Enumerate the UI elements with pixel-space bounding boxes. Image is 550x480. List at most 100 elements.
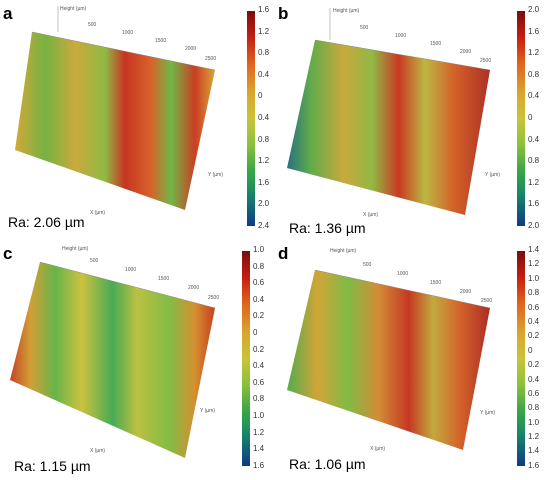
color-scale-tick: 1.2	[258, 156, 270, 166]
color-scale-tick: 0.2	[253, 344, 265, 354]
axis-tick: 1500	[155, 38, 167, 44]
surface-panel-b: b Height (µm) X (µm) Y (µm) 500 1000 150…	[275, 0, 550, 240]
axis-tick: 2500	[208, 295, 220, 301]
color-scale-bar	[517, 251, 525, 466]
color-scale-tick: 0.2	[253, 311, 265, 321]
color-scale-tick: 0	[253, 328, 258, 338]
x-axis-label: X (µm)	[363, 212, 379, 218]
color-scale-ticks: 2.0 1.6 1.2 0.8 0.4 0 0.4 0.8 1.2 1.6 2.0	[528, 5, 539, 230]
y-axis-label: Y (µm)	[485, 172, 501, 178]
roughness-label: Ra: 1.15 µm	[14, 458, 91, 474]
axis-tick: 1000	[397, 271, 409, 277]
color-scale-tick: 1.0	[528, 417, 540, 427]
color-scale-tick: 0.8	[528, 156, 540, 166]
color-scale-tick: 0.8	[258, 134, 270, 144]
surface-panel-d: d Height (µm) X (µm) Y (µm) 500 1000 150…	[275, 240, 550, 480]
color-scale-tick: 2.0	[528, 220, 540, 230]
axis-tick: 2000	[188, 285, 200, 291]
color-scale-tick: 0.8	[528, 288, 540, 298]
color-scale-tick: 1.6	[528, 460, 540, 470]
color-scale-ticks: 1.4 1.2 1.0 0.8 0.6 0.4 0.2 0 0.2 0.4 0.6 0.8 1.0 1.2…	[528, 245, 539, 470]
color-scale-tick: 1.2	[528, 48, 540, 58]
color-scale-tick: 0.8	[528, 69, 540, 79]
color-scale-tick: 0.6	[528, 388, 540, 398]
axis-tick: 500	[360, 25, 369, 31]
color-scale-tick: 0.4	[253, 361, 265, 371]
color-scale-tick: 0.6	[528, 302, 540, 312]
roughness-label: Ra: 1.36 µm	[289, 220, 366, 236]
color-scale-bar	[247, 11, 255, 226]
color-scale-tick: 1.6	[258, 177, 270, 187]
axis-tick: 2000	[460, 49, 472, 55]
color-scale-tick: 1.0	[253, 411, 265, 421]
color-scale-tick: 1.4	[253, 444, 265, 454]
color-scale-tick: 0.8	[253, 261, 265, 271]
y-axis-label: Y (µm)	[200, 408, 216, 414]
color-scale-tick: 1.2	[253, 427, 265, 437]
axis-tick: 500	[363, 262, 372, 268]
color-scale-tick: 1.0	[528, 273, 540, 283]
color-scale-tick: 0.4	[528, 91, 540, 101]
panel-letter: d	[278, 244, 289, 263]
axis-tick: 1500	[430, 280, 442, 286]
panel-letter: a	[3, 4, 13, 23]
surface-panel-a: a Height (µm) X (µm) Y (µm) 500 1000 150…	[0, 0, 275, 240]
roughness-label: Ra: 2.06 µm	[8, 214, 85, 230]
color-scale-tick: 0.4	[528, 316, 540, 326]
height-axis-label: Height (µm)	[60, 6, 87, 12]
surface-plot-d	[287, 269, 491, 450]
color-scale-tick: 1.2	[528, 177, 540, 187]
axis-tick: 1000	[122, 30, 134, 36]
color-scale-tick: 1.0	[253, 245, 265, 254]
color-scale-tick: 0.4	[253, 294, 265, 304]
color-scale-tick: 1.2	[528, 432, 540, 442]
axis-tick: 1500	[158, 276, 170, 282]
x-axis-label: X (µm)	[90, 448, 106, 454]
color-scale-tick: 1.4	[528, 245, 540, 254]
color-scale-tick: 2.4	[258, 220, 270, 230]
color-scale-tick: 1.6	[258, 5, 270, 14]
panel-letter: b	[278, 4, 289, 23]
color-scale-tick: 1.6	[253, 460, 265, 470]
panel-letter: c	[3, 244, 13, 263]
axis-tick: 1500	[430, 41, 442, 47]
roughness-label: Ra: 1.06 µm	[289, 456, 366, 472]
surface-panel-c: c Height (µm) X (µm) Y (µm) 500 1000 150…	[0, 240, 275, 480]
color-scale-ticks: 1.6 1.2 0.8 0.4 0 0.4 0.8 1.2 1.6 2.0 2.4	[258, 5, 269, 230]
color-scale-tick: 0.4	[528, 374, 540, 384]
color-scale-tick: 0	[258, 91, 263, 101]
color-scale-tick: 0.2	[528, 360, 540, 370]
y-axis-label: Y (µm)	[480, 410, 496, 416]
axis-tick: 2500	[480, 58, 492, 64]
axis-tick: 1000	[125, 267, 137, 273]
y-axis-label: Y (µm)	[208, 172, 224, 178]
height-axis-label: Height (µm)	[333, 8, 360, 14]
color-scale-tick: 0.6	[253, 377, 265, 387]
x-axis-label: X (µm)	[90, 210, 106, 216]
color-scale-tick: 1.6	[528, 199, 540, 209]
color-scale-tick: 0.8	[528, 403, 540, 413]
axis-tick: 2500	[481, 298, 493, 304]
color-scale-tick: 0.6	[253, 278, 265, 288]
color-scale-bar	[242, 251, 250, 466]
color-scale-ticks: 1.0 0.8 0.6 0.4 0.2 0 0.2 0.4 0.6 0.8 1.0 1.2 1.4 1.6	[253, 245, 264, 470]
color-scale-tick: 1.2	[528, 259, 540, 269]
axis-tick: 500	[88, 22, 97, 28]
color-scale-tick: 1.4	[528, 446, 540, 456]
x-axis-label: X (µm)	[370, 446, 386, 452]
axis-tick: 2000	[185, 46, 197, 52]
surface-plot-a	[15, 6, 216, 210]
height-axis-label: Height (µm)	[62, 246, 89, 252]
color-scale-tick: 0.8	[253, 394, 265, 404]
color-scale-tick: 0	[528, 345, 533, 355]
axis-tick: 2000	[460, 289, 472, 295]
height-axis-label: Height (µm)	[330, 248, 357, 254]
surface-plot-c	[10, 261, 216, 458]
color-scale-tick: 2.0	[258, 199, 270, 209]
color-scale-tick: 0.2	[528, 331, 540, 341]
axis-tick: 2500	[205, 56, 217, 62]
color-scale-tick: 1.6	[528, 26, 540, 36]
color-scale-tick: 2.0	[528, 5, 540, 14]
color-scale-tick: 1.2	[258, 26, 270, 36]
surface-plot-b	[287, 8, 491, 215]
